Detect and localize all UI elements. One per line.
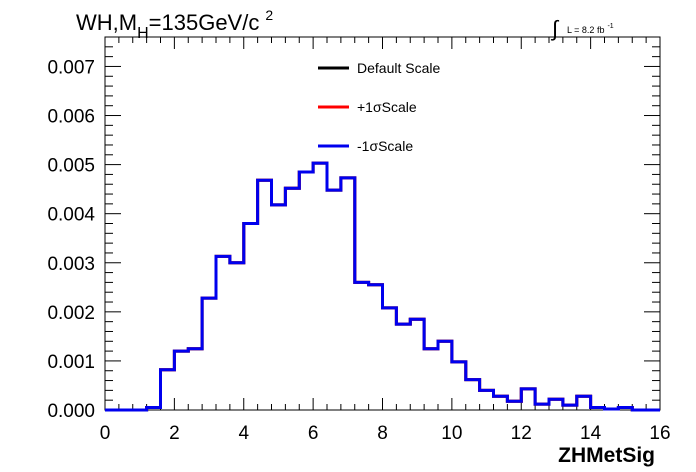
x-tick-label: 0 — [100, 423, 111, 444]
title-main: WH,M — [76, 10, 137, 35]
title-rest: =135GeV/c — [149, 10, 260, 35]
x-tick-label: 12 — [511, 423, 532, 444]
y-tick-label: 0.001 — [47, 352, 95, 373]
plot-frame — [104, 36, 661, 411]
legend-label-0: Default Scale — [357, 60, 440, 76]
x-tick-label: 4 — [238, 423, 249, 444]
x-tick-label: 14 — [580, 423, 602, 444]
x-tick-label: 8 — [377, 423, 388, 444]
series-layer — [105, 161, 660, 412]
y-tick-label: 0.004 — [47, 205, 95, 226]
y-tick-label: 0.007 — [47, 57, 95, 78]
legend-label-1: +1σScale — [357, 99, 417, 115]
axes: 0 2 4 6 8 10 12 14 16 0.000 0.001 0.002 0.003 0.004 0.… — [47, 36, 671, 444]
x-tick-label: 2 — [169, 423, 180, 444]
chart-title: WH,MH=135GeV/c 2 — [76, 7, 273, 42]
y-tick-label: 0.006 — [47, 107, 95, 128]
x-tick-label: 16 — [649, 423, 670, 444]
y-tick-label: 0.003 — [47, 254, 95, 275]
lumi-integral-sign: ∫ — [550, 16, 560, 41]
title-subscript: H — [137, 25, 149, 42]
legend: Default Scale +1σScale -1σScale — [318, 60, 440, 154]
y-tick-label: 0.005 — [47, 156, 95, 177]
y-tick-label: 0.000 — [47, 401, 95, 422]
x-tick-label: 10 — [441, 423, 462, 444]
y-tick-label: 0.002 — [47, 303, 95, 324]
title-superscript: 2 — [265, 7, 273, 23]
x-tick-label: 6 — [308, 423, 319, 444]
lumi-label: L = 8.2 fb -1 — [567, 23, 614, 35]
lumi-text: L = 8.2 fb — [567, 25, 604, 35]
legend-label-2: -1σScale — [357, 138, 413, 154]
x-axis-label: ZHMetSig — [558, 444, 655, 467]
series-line-2 — [105, 161, 660, 412]
lumi-superscript: -1 — [607, 23, 613, 30]
